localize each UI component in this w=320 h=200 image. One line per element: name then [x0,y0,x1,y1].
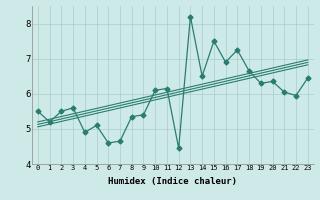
X-axis label: Humidex (Indice chaleur): Humidex (Indice chaleur) [108,177,237,186]
